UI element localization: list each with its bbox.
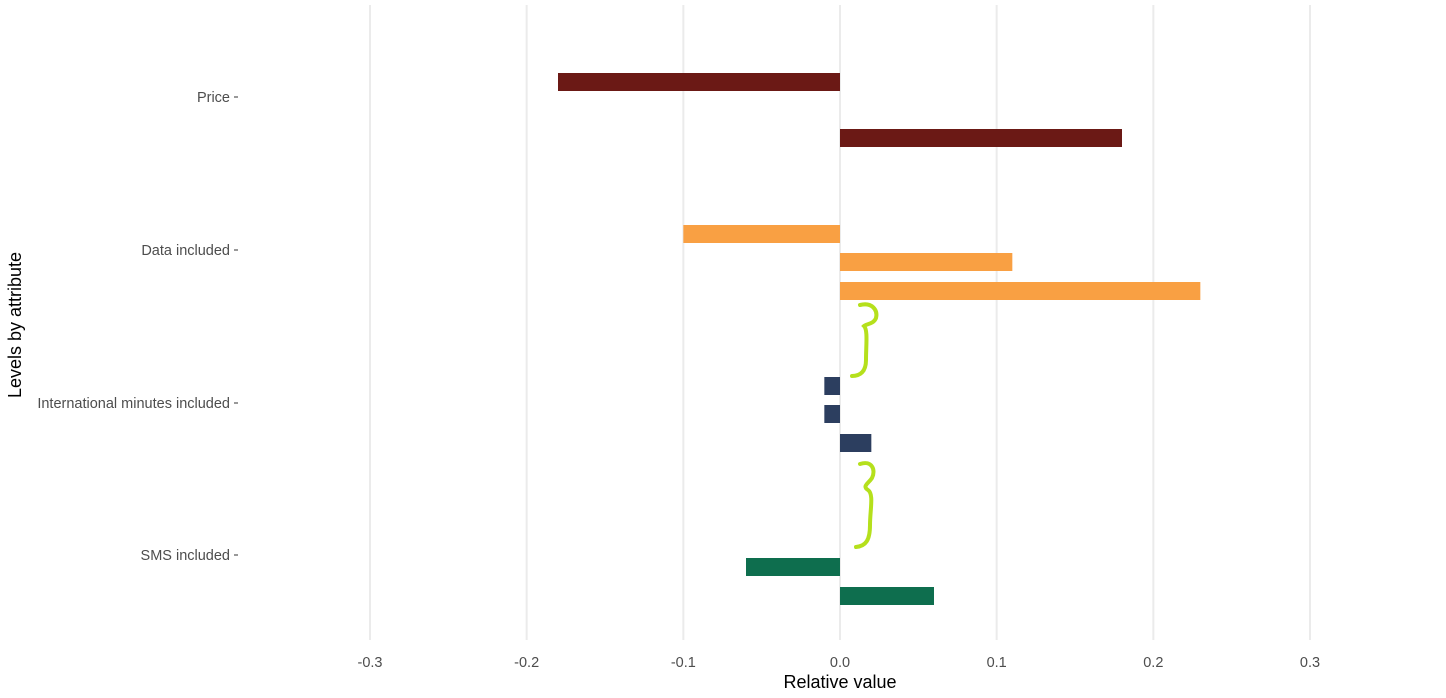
y-tick-label: Price	[197, 90, 230, 106]
x-tick-label: 0.2	[1143, 655, 1163, 671]
y-axis-labels: Price Data included International minutes …	[37, 90, 238, 564]
x-tick-label: -0.1	[671, 655, 696, 671]
bar-3-0	[746, 558, 840, 576]
x-axis-title: Relative value	[783, 672, 896, 692]
x-tick-label: 0.3	[1300, 655, 1320, 671]
annotation-brace-2	[854, 461, 876, 549]
bar-0-0	[558, 73, 840, 91]
y-tick-label: International minutes included	[37, 396, 230, 412]
bar-3-1	[840, 587, 934, 605]
annotation-brace-1	[850, 302, 879, 378]
bars	[558, 73, 1201, 605]
annotations	[850, 302, 879, 549]
bar-1-2	[840, 282, 1201, 300]
x-tick-label: -0.2	[514, 655, 539, 671]
x-tick-label: -0.3	[358, 655, 383, 671]
bar-1-1	[840, 253, 1013, 271]
y-tick-label: Data included	[141, 243, 230, 259]
gridlines	[369, 5, 1311, 640]
bar-0-1	[840, 129, 1122, 147]
y-tick-label: SMS included	[141, 548, 230, 564]
bar-2-2	[840, 434, 872, 452]
x-axis-labels: -0.3 -0.2 -0.1 0.0 0.1 0.2 0.3	[358, 655, 1321, 671]
y-axis-title: Levels by attribute	[5, 252, 25, 398]
x-tick-label: 0.0	[830, 655, 850, 671]
bar-1-0	[683, 225, 840, 243]
bar-2-0	[824, 377, 840, 395]
x-tick-label: 0.1	[987, 655, 1007, 671]
bar-2-1	[824, 405, 840, 423]
